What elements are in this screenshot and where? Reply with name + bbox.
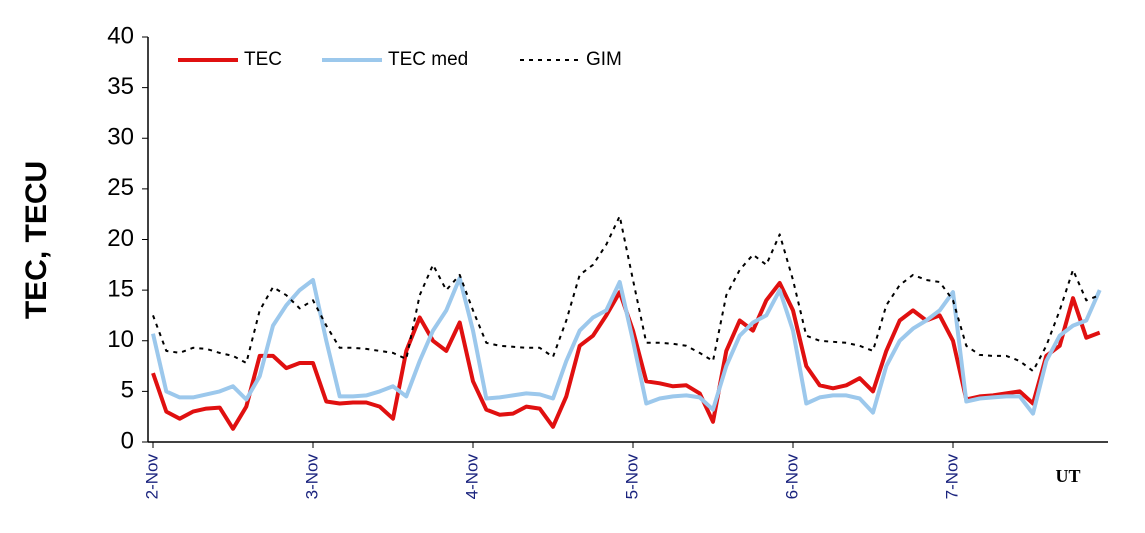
y-tick-label: 25 xyxy=(107,174,134,201)
x-tick-label: 5-Nov xyxy=(622,454,641,500)
x-tick-label: 4-Nov xyxy=(462,454,481,500)
y-tick-label: 5 xyxy=(121,377,134,404)
y-tick-label: 40 xyxy=(107,22,134,49)
y-tick-label: 10 xyxy=(107,326,134,353)
x-tick-label: 6-Nov xyxy=(782,454,801,500)
y-tick-label: 0 xyxy=(121,427,134,454)
x-tick-label: 7-Nov xyxy=(942,454,961,500)
series-line xyxy=(152,215,1101,373)
y-tick-label: 30 xyxy=(107,124,134,151)
y-tick-label: 20 xyxy=(107,225,134,252)
legend-label: TEC med xyxy=(388,49,468,70)
x-tick-label: 2-Nov xyxy=(142,454,161,500)
y-axis-label: TEC, TECU xyxy=(20,161,53,319)
y-tick-label: 35 xyxy=(107,73,134,100)
legend-label: GIM xyxy=(586,49,622,70)
y-tick-label: 15 xyxy=(107,275,134,302)
x-tick-label: 3-Nov xyxy=(302,454,321,500)
legend-label: TEC xyxy=(244,49,282,70)
x-axis-label: UT xyxy=(1055,466,1080,486)
series-line xyxy=(151,276,1102,416)
